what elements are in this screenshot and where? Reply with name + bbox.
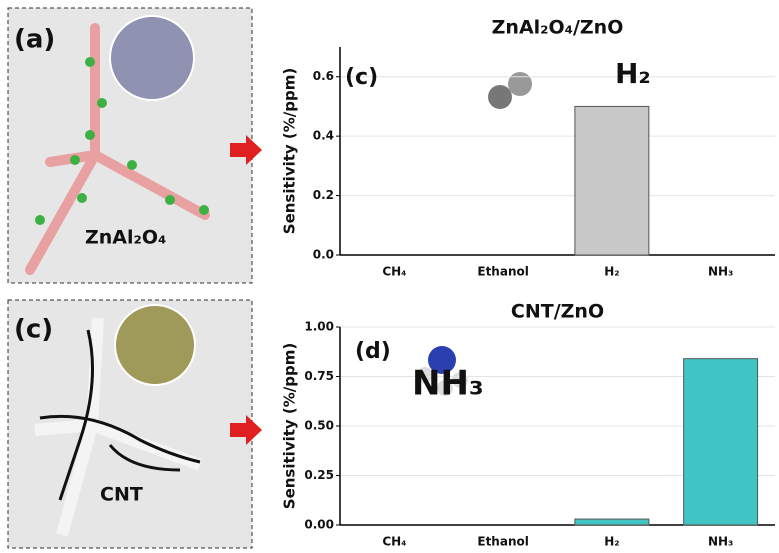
x-tick-label: H₂ [604,535,619,549]
x-tick-label: CH₄ [382,265,406,279]
caption: CNT [100,484,143,506]
y-tick-label: 0.25 [304,468,334,482]
molecule [488,85,512,109]
arrow [230,415,262,445]
bar [683,358,759,526]
tetrapod [25,23,210,275]
annotation: (d) [355,339,391,364]
x-tick-label: H₂ [604,265,619,279]
bar [574,518,650,526]
molecule [428,346,456,374]
y-tick-label: 0.00 [304,518,334,532]
bar [574,105,650,256]
x-tick-label: Ethanol [477,265,528,279]
caption: ZnAl₂O₄ [85,227,166,249]
x-tick-label: Ethanol [477,535,528,549]
annotation: NH₃ [412,364,484,404]
y-tick-label: 0.4 [313,129,334,143]
sem-inset [109,15,195,101]
arrow [230,135,262,165]
molecule [437,380,453,396]
panel-label: (c) [14,315,53,345]
nanotubes [39,329,201,501]
y-tick-label: 0.0 [313,248,334,262]
annotation: (c) [345,65,378,90]
y-axis-label: Sensitivity (%/ppm) [281,343,299,509]
x-tick-label: NH₃ [708,535,733,549]
x-tick-label: NH₃ [708,265,733,279]
panel-label: (a) [14,25,55,55]
y-tick-label: 0.75 [304,369,334,383]
particles [35,57,209,225]
chart-title: CNT/ZnO [511,301,604,323]
sem-inset [114,304,196,386]
molecule [508,72,532,96]
annotation: H₂ [615,57,651,90]
molecule [417,367,433,383]
y-tick-label: 0.2 [313,188,334,202]
x-tick-label: CH₄ [382,535,406,549]
y-tick-label: 1.00 [304,320,334,334]
y-axis-label: Sensitivity (%/ppm) [281,68,299,234]
chart-title: ZnAl₂O₄/ZnO [492,17,624,39]
y-tick-label: 0.6 [313,69,334,83]
y-tick-label: 0.50 [304,419,334,433]
